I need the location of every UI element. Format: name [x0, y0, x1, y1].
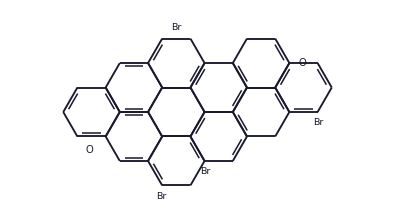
- Text: Br: Br: [156, 192, 166, 201]
- Text: Br: Br: [313, 118, 324, 127]
- Text: O: O: [86, 145, 94, 155]
- Text: Br: Br: [200, 167, 211, 176]
- Text: O: O: [298, 58, 306, 68]
- Text: Br: Br: [171, 23, 181, 32]
